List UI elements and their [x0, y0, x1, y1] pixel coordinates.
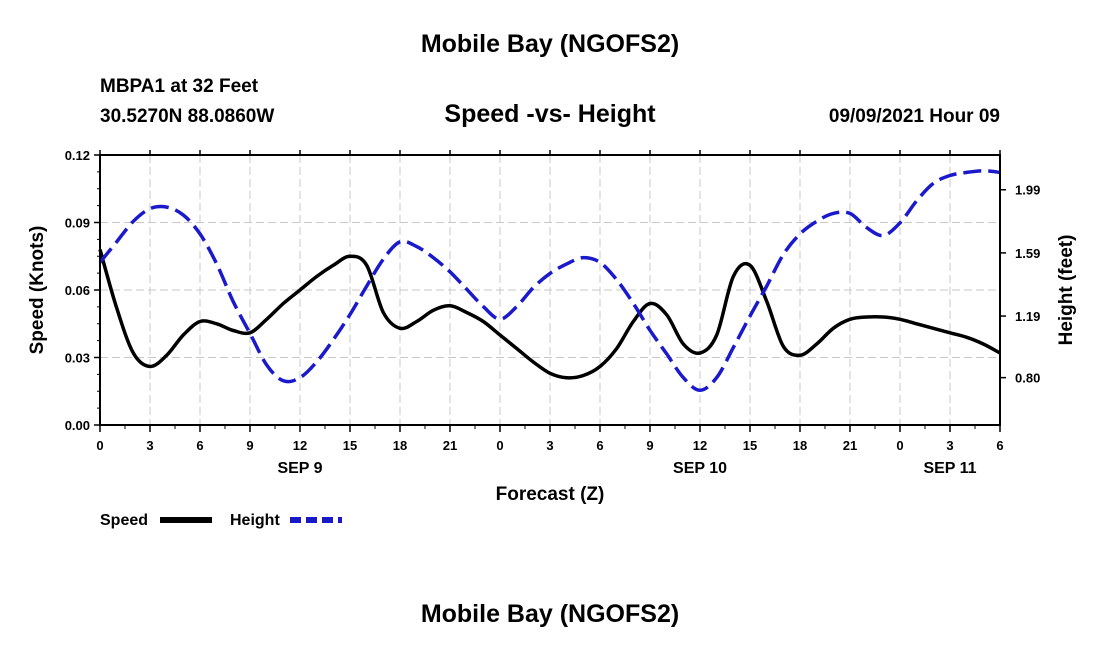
y2-tick-label: 1.19 [1015, 309, 1040, 324]
y-tick-label: 0.12 [65, 148, 90, 163]
x-tick-label: 21 [443, 438, 457, 453]
y-tick-label: 0.09 [65, 216, 90, 231]
x-tick-label: 21 [843, 438, 857, 453]
y2-axis-title: Height (feet) [1056, 235, 1077, 346]
y-axis-title: Speed (Knots) [27, 226, 48, 355]
y-tick-label: 0.00 [65, 418, 90, 433]
legend: Speed Height [100, 512, 342, 529]
forecast-datetime: 09/09/2021 Hour 09 [828, 106, 1000, 127]
series-layer [98, 169, 1001, 393]
series-line-speed [98, 249, 1001, 380]
y2-tick-label: 1.59 [1015, 246, 1040, 261]
y-tick-label: 0.03 [65, 351, 90, 366]
x-tick-label: 0 [496, 438, 503, 453]
x-tick-label: 18 [793, 438, 807, 453]
y2-tick-label: 0.80 [1015, 371, 1040, 386]
station-coordinates: 30.5270N 88.0860W [100, 106, 275, 127]
x-tick-label: 12 [693, 438, 707, 453]
chart-title: Mobile Bay (NGOFS2) [420, 30, 680, 58]
x-tick-label: 15 [343, 438, 357, 453]
x-tick-label: 6 [996, 438, 1003, 453]
x-tick-label: 3 [146, 438, 153, 453]
x-tick-label: 0 [96, 438, 103, 453]
date-label: SEP 10 [673, 460, 727, 477]
axes: 0 3 6 9 12 15 18 21 0 3 6 9 12 15 18 21 0 3 6 SEP 9 SEP 10 SE… [65, 148, 1041, 477]
x-tick-label: 9 [646, 438, 653, 453]
x-tick-label: 3 [946, 438, 953, 453]
x-tick-label: 6 [196, 438, 203, 453]
x-tick-label: 3 [546, 438, 553, 453]
x-tick-label: 0 [896, 438, 903, 453]
x-tick-label: 12 [293, 438, 307, 453]
date-label: SEP 9 [277, 460, 322, 477]
y2-tick-label: 1.99 [1015, 183, 1040, 198]
grid [100, 155, 1000, 425]
x-tick-label: 18 [393, 438, 407, 453]
y-tick-label: 0.06 [65, 283, 90, 298]
date-label: SEP 11 [923, 460, 976, 477]
legend-height-label: Height [230, 512, 280, 529]
chart-subtitle: Speed -vs- Height [444, 100, 656, 128]
x-tick-label: 15 [743, 438, 757, 453]
x-tick-label: 9 [246, 438, 253, 453]
x-axis-title: Forecast (Z) [496, 484, 605, 505]
series-line-height [98, 169, 1001, 393]
legend-speed-label: Speed [100, 512, 148, 529]
footer-title: Mobile Bay (NGOFS2) [420, 600, 680, 628]
station-label: MBPA1 at 32 Feet [100, 76, 259, 97]
x-tick-label: 6 [596, 438, 603, 453]
